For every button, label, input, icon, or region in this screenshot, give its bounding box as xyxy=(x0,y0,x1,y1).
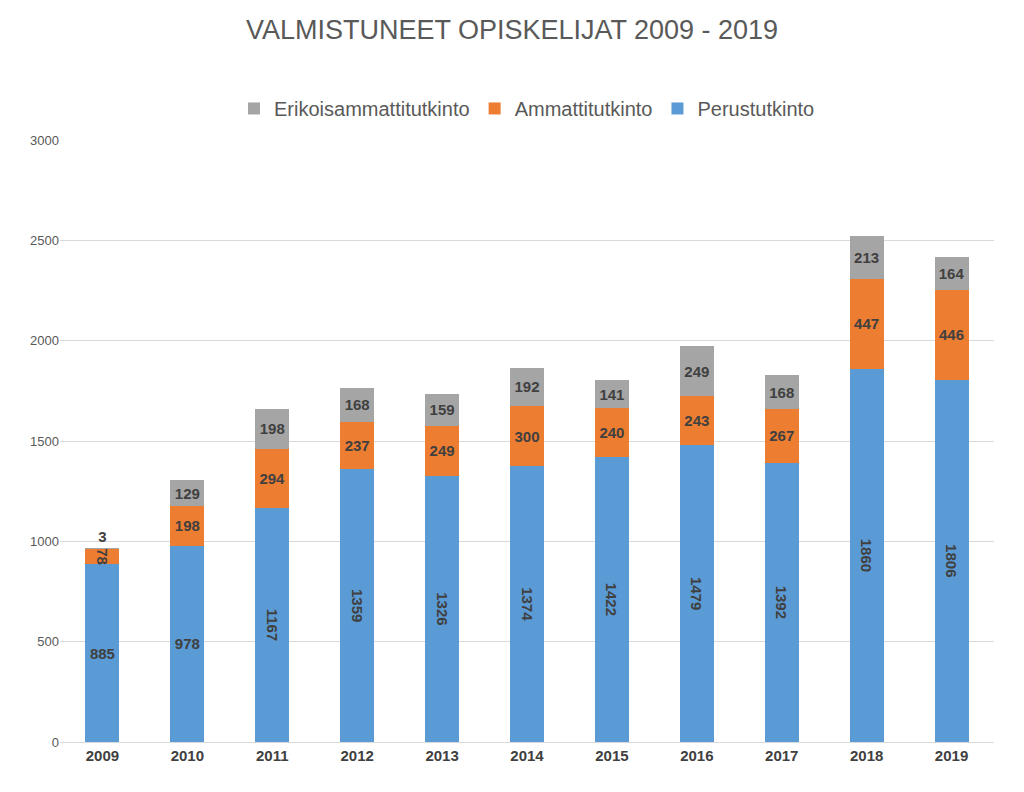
svg-text:0: 0 xyxy=(52,735,59,750)
svg-text:VALMISTUNEET OPISKELIJAT 2009: VALMISTUNEET OPISKELIJAT 2009 - 2019 xyxy=(246,15,778,45)
svg-text:1000: 1000 xyxy=(30,534,59,549)
svg-text:Ammattitutkinto: Ammattitutkinto xyxy=(515,98,653,120)
svg-text:2015: 2015 xyxy=(595,747,628,764)
svg-text:885: 885 xyxy=(90,645,115,662)
svg-text:2500: 2500 xyxy=(30,233,59,248)
svg-text:2000: 2000 xyxy=(30,333,59,348)
svg-text:2014: 2014 xyxy=(510,747,544,764)
svg-text:198: 198 xyxy=(175,517,200,534)
svg-text:1479: 1479 xyxy=(688,577,705,610)
svg-text:78: 78 xyxy=(94,548,111,565)
svg-text:2019: 2019 xyxy=(935,747,968,764)
svg-text:267: 267 xyxy=(769,427,794,444)
svg-text:446: 446 xyxy=(939,326,964,343)
svg-text:500: 500 xyxy=(37,634,59,649)
svg-text:2009: 2009 xyxy=(86,747,119,764)
svg-text:1326: 1326 xyxy=(434,592,451,625)
svg-text:2011: 2011 xyxy=(256,747,289,764)
svg-text:1860: 1860 xyxy=(858,539,875,572)
svg-text:Perustutkinto: Perustutkinto xyxy=(697,98,814,120)
svg-text:168: 168 xyxy=(345,396,370,413)
svg-text:240: 240 xyxy=(599,424,624,441)
svg-text:129: 129 xyxy=(175,485,200,502)
svg-text:164: 164 xyxy=(939,265,965,282)
svg-text:978: 978 xyxy=(175,635,200,652)
svg-text:159: 159 xyxy=(430,401,455,418)
svg-text:141: 141 xyxy=(599,386,624,403)
svg-text:237: 237 xyxy=(345,437,370,454)
svg-text:3000: 3000 xyxy=(30,133,59,148)
svg-text:1500: 1500 xyxy=(30,434,59,449)
svg-text:213: 213 xyxy=(854,249,879,266)
svg-text:192: 192 xyxy=(514,378,539,395)
svg-text:1167: 1167 xyxy=(264,609,281,642)
svg-text:2016: 2016 xyxy=(680,747,713,764)
svg-text:294: 294 xyxy=(259,470,285,487)
svg-text:2010: 2010 xyxy=(171,747,204,764)
svg-text:2012: 2012 xyxy=(340,747,373,764)
svg-text:Erikoisammattitutkinto: Erikoisammattitutkinto xyxy=(274,98,470,120)
svg-text:1374: 1374 xyxy=(519,587,536,621)
svg-text:2018: 2018 xyxy=(850,747,883,764)
svg-text:2013: 2013 xyxy=(425,747,458,764)
svg-text:249: 249 xyxy=(684,363,709,380)
svg-text:1392: 1392 xyxy=(773,586,790,619)
svg-text:2017: 2017 xyxy=(765,747,798,764)
svg-text:1806: 1806 xyxy=(943,544,960,577)
svg-text:300: 300 xyxy=(514,428,539,445)
svg-text:3: 3 xyxy=(98,528,106,545)
svg-text:168: 168 xyxy=(769,384,794,401)
svg-text:1359: 1359 xyxy=(349,589,366,622)
svg-text:1422: 1422 xyxy=(603,583,620,616)
svg-text:198: 198 xyxy=(260,420,285,437)
svg-text:447: 447 xyxy=(854,315,879,332)
svg-text:249: 249 xyxy=(430,442,455,459)
svg-text:243: 243 xyxy=(684,412,709,429)
